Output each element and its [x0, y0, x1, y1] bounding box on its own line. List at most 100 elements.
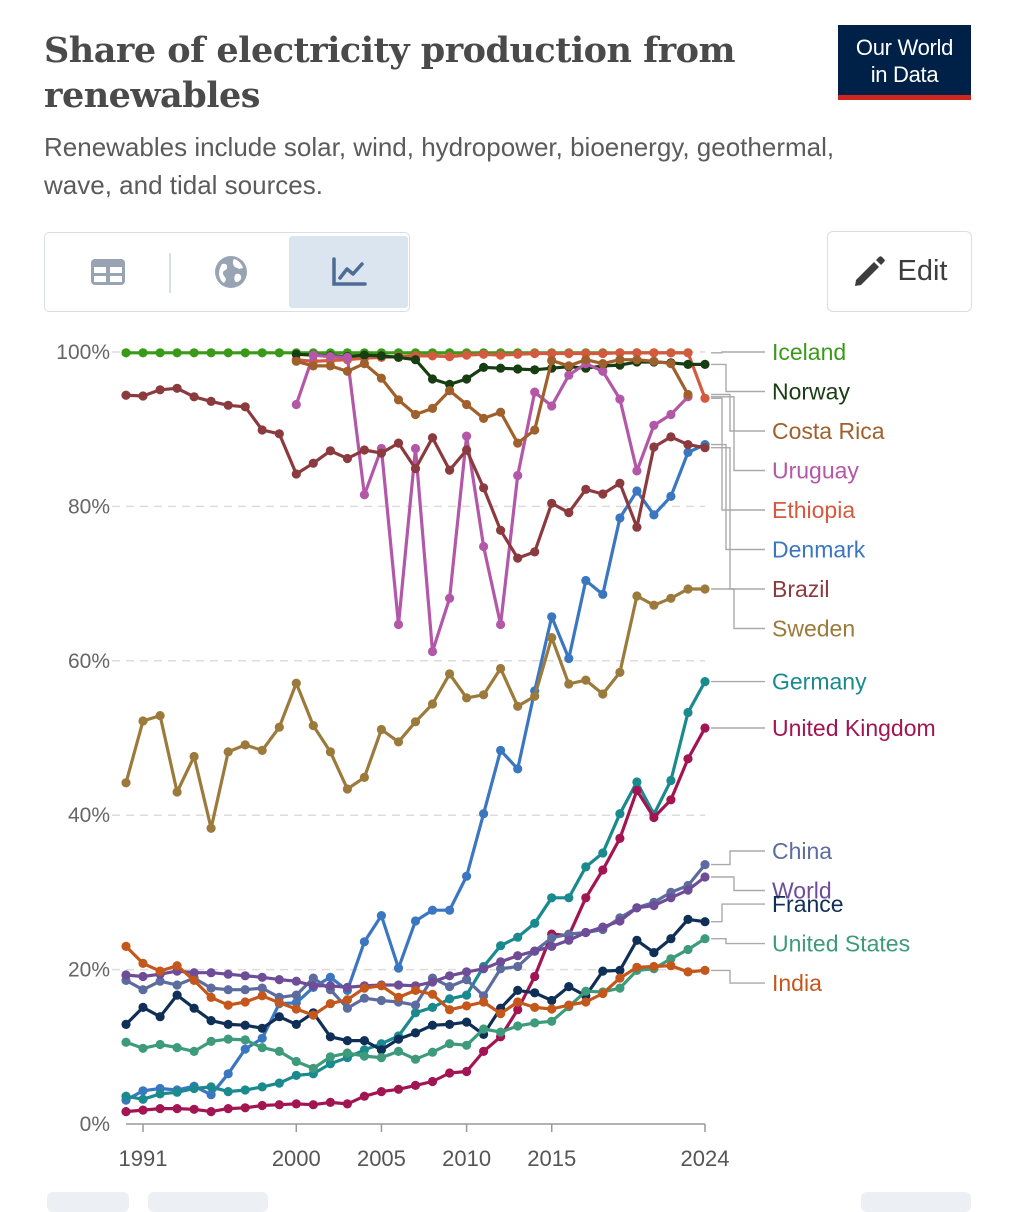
- data-point: [462, 350, 472, 360]
- data-point: [308, 1063, 318, 1073]
- data-point: [496, 525, 506, 535]
- data-point: [206, 983, 216, 993]
- data-point: [274, 348, 284, 358]
- table-icon: [91, 259, 125, 285]
- data-point: [274, 722, 284, 732]
- data-point: [683, 389, 693, 400]
- data-point: [342, 366, 352, 376]
- data-point: [325, 972, 335, 982]
- data-point: [479, 541, 489, 552]
- legend-label: China: [772, 838, 832, 864]
- legend-entry: Denmark: [711, 443, 866, 563]
- data-point: [308, 1100, 318, 1110]
- data-point: [462, 693, 472, 703]
- data-point: [410, 1028, 421, 1038]
- data-point: [700, 677, 710, 687]
- data-point: [308, 981, 318, 991]
- tab-chart[interactable]: [289, 236, 408, 308]
- data-point: [427, 989, 438, 999]
- data-point: [274, 1046, 284, 1056]
- data-point: [223, 1000, 233, 1010]
- data-point: [240, 1085, 250, 1095]
- data-point: [598, 848, 608, 858]
- data-point: [479, 413, 489, 423]
- tab-table[interactable]: [48, 236, 168, 308]
- legend-label: Germany: [772, 669, 867, 695]
- data-point: [121, 1091, 131, 1101]
- legend-connector: [711, 876, 765, 892]
- data-point: [223, 1087, 233, 1097]
- data-point: [189, 1046, 199, 1056]
- legend-label: Brazil: [772, 576, 830, 602]
- y-tick-label: 0%: [80, 1113, 110, 1136]
- legend-label: World: [772, 878, 832, 904]
- data-point: [445, 982, 455, 992]
- data-point: [189, 1003, 199, 1013]
- data-point: [513, 438, 523, 448]
- data-point: [462, 1040, 472, 1050]
- footer-tab-right[interactable]: [861, 1192, 971, 1212]
- data-point: [513, 961, 523, 972]
- data-point: [291, 469, 301, 479]
- data-point: [223, 1104, 233, 1114]
- edit-button[interactable]: Edit: [827, 231, 972, 312]
- data-point: [666, 934, 676, 944]
- data-point: [240, 348, 250, 358]
- tab-map[interactable]: [171, 236, 291, 308]
- data-point: [155, 966, 165, 976]
- data-point: [342, 352, 352, 362]
- data-point: [376, 373, 386, 383]
- data-point: [564, 348, 574, 359]
- footer-tab-left[interactable]: [47, 1192, 129, 1212]
- data-point: [598, 922, 608, 932]
- legend-entry: United States: [711, 931, 910, 957]
- data-point: [513, 470, 523, 481]
- legend-labels: Iceland Norway Costa Rica Uruguay Ethiopia De…: [711, 339, 936, 996]
- data-point: [530, 946, 540, 956]
- data-point: [666, 432, 676, 442]
- data-point: [683, 447, 693, 457]
- data-point: [172, 990, 182, 1000]
- data-point: [393, 1034, 404, 1044]
- legend-connector: [711, 938, 765, 945]
- legend-connector: [711, 443, 765, 551]
- data-point: [700, 965, 710, 976]
- data-point: [342, 784, 352, 794]
- data-point: [479, 349, 489, 359]
- data-point: [496, 745, 506, 755]
- data-point: [564, 370, 574, 380]
- data-point: [393, 963, 404, 973]
- data-point: [615, 833, 625, 844]
- data-point: [479, 1024, 489, 1034]
- data-point: [564, 982, 574, 992]
- data-point: [240, 1035, 250, 1045]
- data-point: [632, 355, 642, 365]
- legend-connector: [711, 363, 765, 393]
- data-point: [632, 466, 642, 476]
- series-uruguay: [291, 350, 693, 657]
- data-point: [445, 1039, 455, 1049]
- data-point: [240, 985, 250, 995]
- data-point: [359, 490, 369, 500]
- data-point: [376, 1087, 386, 1097]
- data-point: [240, 402, 250, 412]
- data-point: [121, 390, 131, 400]
- owid-logo[interactable]: Our World in Data: [838, 25, 971, 100]
- data-point: [615, 667, 625, 677]
- data-point: [479, 362, 489, 372]
- data-point: [666, 954, 676, 964]
- data-point: [496, 1009, 506, 1019]
- data-point: [189, 968, 199, 978]
- data-point: [410, 355, 421, 365]
- legend-entry: World: [711, 876, 832, 904]
- data-point: [649, 961, 659, 972]
- data-point: [445, 386, 455, 396]
- data-point: [342, 982, 352, 993]
- data-point: [649, 900, 659, 911]
- data-point: [615, 965, 625, 976]
- data-point: [189, 1104, 199, 1114]
- data-point: [445, 465, 455, 475]
- footer-tab-middle[interactable]: [148, 1192, 268, 1212]
- data-point: [649, 600, 659, 610]
- data-point: [615, 355, 625, 365]
